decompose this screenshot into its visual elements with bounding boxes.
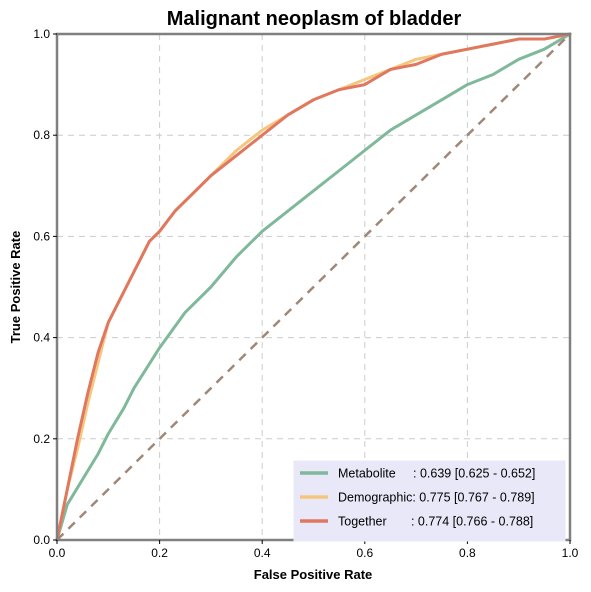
y-axis-label: True Positive Rate (8, 231, 23, 344)
x-tick-label: 0.4 (254, 546, 271, 560)
series-line-together (55, 32, 572, 542)
grid-layer (57, 34, 570, 540)
x-tick-label: 0.6 (356, 546, 373, 560)
x-tick-label: 0.0 (49, 546, 66, 560)
y-tick-label: 0.8 (33, 128, 50, 142)
legend-label: Together : 0.774 [0.766 - 0.788] (338, 515, 533, 529)
legend-box (293, 460, 566, 542)
ticks-layer: 0.0 0.2 0.4 0.6 0.8 1.0 0.0 0.2 0.4 0.6 0.8 1.0 (33, 27, 578, 560)
legend-label: Metabolite : 0.639 [0.625 - 0.652] (338, 467, 535, 481)
series-line-metabolite (55, 32, 572, 542)
x-tick-label: 0.8 (459, 546, 476, 560)
chart-title: Malignant neoplasm of bladder (167, 8, 462, 30)
x-tick-label: 1.0 (562, 546, 579, 560)
chance-line (56, 33, 571, 541)
series-layer (55, 32, 572, 542)
y-tick-label: 0.6 (33, 229, 50, 243)
y-tick-label: 1.0 (33, 27, 50, 41)
legend: Metabolite : 0.639 [0.625 - 0.652] Demogr… (293, 460, 566, 542)
y-tick-label: 0.2 (33, 432, 50, 446)
x-tick-label: 0.2 (151, 546, 168, 560)
y-tick-label: 0.0 (33, 533, 50, 547)
y-tick-label: 0.4 (33, 331, 50, 345)
legend-label: Demographic: 0.775 [0.767 - 0.789] (338, 491, 535, 505)
x-axis-label: False Positive Rate (254, 567, 373, 582)
